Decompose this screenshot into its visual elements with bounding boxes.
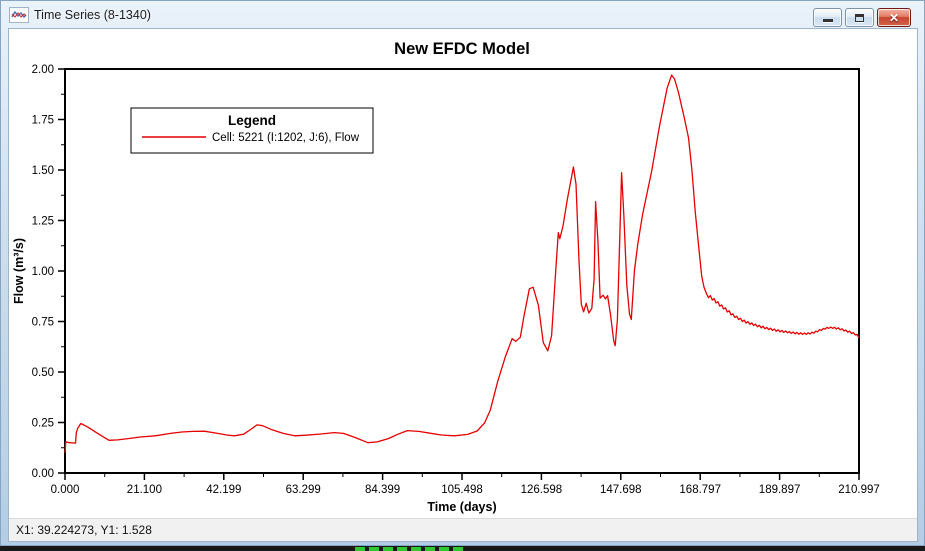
statusbar: X1: 39.224273, Y1: 1.528: [9, 518, 917, 541]
x-tick-label: 126.598: [521, 484, 563, 496]
x-tick-label: 0.000: [51, 484, 80, 496]
minimize-button[interactable]: [813, 8, 842, 27]
indicator-segment: [383, 546, 393, 551]
minimize-icon: [822, 19, 833, 22]
indicator-segment: [355, 546, 365, 551]
indicator-segment: [453, 546, 463, 551]
y-tick-label: 1.75: [32, 115, 54, 127]
x-tick-label: 168.797: [679, 484, 721, 496]
y-tick-label: 1.25: [32, 216, 54, 228]
chart-area[interactable]: New EFDC Model 0.000 21.100 42.199 63.299 84.…: [9, 29, 917, 518]
x-tick-label: 210.997: [838, 484, 880, 496]
indicator-segment: [397, 546, 407, 551]
taskbar-strip: [0, 546, 925, 551]
x-axis-label: Time (days): [427, 500, 496, 514]
window-controls: ✕: [813, 8, 911, 27]
chart-title: New EFDC Model: [394, 40, 530, 58]
y-axis-label: Flow (m³/s): [12, 238, 26, 304]
y-tick-label: 0.75: [32, 317, 54, 329]
legend-title: Legend: [228, 113, 276, 128]
legend-box: [130, 107, 374, 154]
legend-entry-label: Cell: 5221 (I:1202, J:6), Flow: [212, 132, 360, 144]
close-icon: ✕: [888, 10, 900, 25]
indicator-segment: [369, 546, 379, 551]
x-tick-label: 84.399: [365, 484, 400, 496]
chart-client-area: New EFDC Model 0.000 21.100 42.199 63.299 84.…: [9, 29, 917, 541]
y-tick-label: 2.00: [32, 64, 54, 76]
y-tick-label: 0.50: [32, 367, 54, 379]
x-tick-label: 189.897: [759, 484, 801, 496]
x-tick-label: 147.698: [600, 484, 642, 496]
x-tick-label: 21.100: [127, 484, 162, 496]
close-button[interactable]: ✕: [877, 8, 911, 27]
y-tick-label: 0.00: [32, 468, 54, 480]
restore-button[interactable]: [845, 8, 874, 27]
flow-series-line: [64, 74, 860, 453]
y-tick-label: 1.00: [32, 266, 54, 278]
cursor-coordinates: X1: 39.224273, Y1: 1.528: [16, 523, 152, 537]
indicator-segment: [439, 546, 449, 551]
indicator-segment: [411, 546, 421, 551]
x-tick-label: 63.299: [286, 484, 321, 496]
y-tick-label: 0.25: [32, 418, 54, 430]
line-chart-icon: [9, 7, 29, 23]
restore-icon: [855, 13, 864, 22]
y-tick-label: 1.50: [32, 165, 54, 177]
titlebar[interactable]: Time Series (8-1340) ✕: [1, 1, 924, 29]
indicator-segment: [425, 546, 435, 551]
taskbar-activity-indicator: [355, 546, 463, 551]
x-tick-label: 42.199: [206, 484, 241, 496]
window-title: Time Series (8-1340): [34, 8, 151, 22]
chart-canvas[interactable]: New EFDC Model 0.000 21.100 42.199 63.299 84.…: [9, 29, 917, 518]
x-tick-label: 105.498: [441, 484, 483, 496]
